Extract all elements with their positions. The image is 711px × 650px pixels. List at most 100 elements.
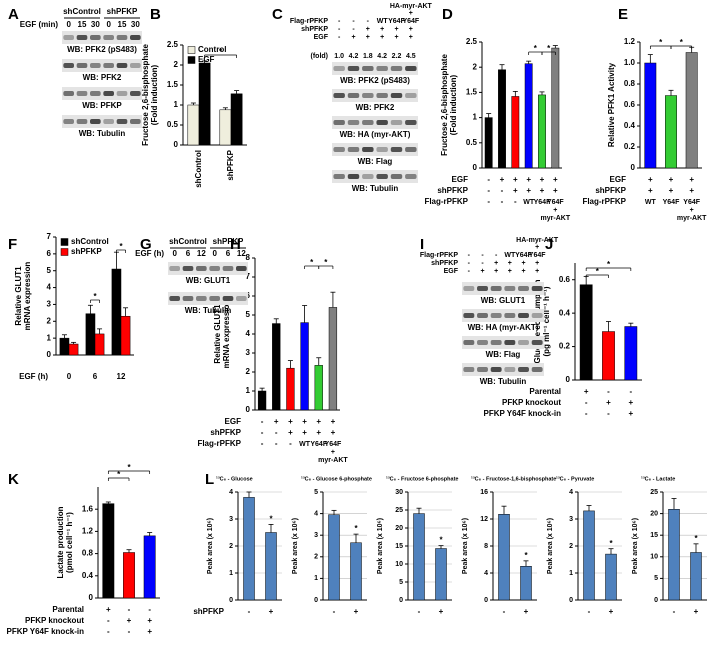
blot-band [333, 93, 345, 98]
blot-band [76, 119, 88, 124]
y-axis-label: (Fold induction) [150, 64, 159, 125]
blot-band [463, 367, 475, 372]
y-axis-label: (pg ml⁻¹ cell⁻¹ h⁻¹) [542, 286, 551, 356]
y-tick-label: 0.8 [624, 79, 636, 88]
bar [94, 333, 105, 356]
blot-band [130, 91, 141, 96]
condition-value: + [628, 398, 633, 407]
bar [484, 117, 493, 169]
y-tick-label: 0 [473, 163, 478, 172]
condition-value: - [514, 197, 517, 206]
blot-strip [462, 363, 544, 376]
bar [605, 553, 617, 601]
legend-swatch [187, 56, 196, 64]
bar [314, 365, 323, 411]
significance: * [439, 536, 443, 545]
row-value: + [508, 260, 512, 267]
panel-letter: J [545, 236, 553, 253]
group-label: shControl [169, 237, 207, 246]
panel-letter: D [442, 6, 453, 23]
y-tick-label: 12 [480, 516, 488, 523]
legend-label: EGF [198, 55, 215, 64]
blot-band [236, 296, 247, 301]
condition-value: - [128, 627, 131, 636]
bar [435, 548, 447, 601]
row-value: - [468, 268, 471, 275]
row-value: + [409, 26, 413, 33]
row-value: Y64F [388, 18, 405, 25]
blot-strip [62, 59, 142, 72]
fold-value: 1.0 [334, 53, 344, 60]
condition-value: + [526, 175, 531, 184]
blot-band [518, 286, 529, 291]
blot-band [130, 119, 141, 124]
x-tick-label: shPFKP [226, 149, 235, 180]
condition-value: + [584, 387, 589, 396]
y-tick-label: 1 [47, 333, 52, 342]
bar [498, 514, 510, 601]
condition-value: + [316, 417, 321, 426]
y-tick-label: 0 [47, 350, 52, 359]
blot-strip [168, 262, 248, 275]
blot-band [90, 63, 101, 68]
row-value: WT [504, 252, 516, 259]
bar [668, 509, 680, 601]
y-tick-label: 10 [395, 561, 403, 568]
blot-band [196, 296, 207, 301]
fold-value: 4.5 [406, 53, 416, 60]
row-value: - [352, 26, 355, 33]
panel-letter: A [8, 6, 19, 23]
y-tick-label: 3 [229, 516, 233, 523]
bar [624, 326, 638, 381]
y-tick-label: 4 [484, 570, 488, 577]
y-tick-label: 0 [399, 597, 403, 604]
bar [583, 510, 595, 601]
blot-label: WB: HA (myr-AKT) [468, 323, 539, 332]
bar [690, 552, 702, 601]
condition-value: - [629, 387, 632, 396]
bar [272, 323, 281, 411]
y-tick-label: 10 [650, 554, 658, 561]
x-tick-label: 0 [67, 372, 72, 381]
condition-value: + [690, 207, 694, 214]
condition-value: - [487, 197, 490, 206]
condition-label: PFKP Y64F knock-in [483, 409, 561, 418]
blot-band [76, 91, 88, 96]
legend-swatch [60, 248, 69, 256]
blot-label: WB: Flag [358, 157, 393, 166]
blot-band [347, 93, 360, 98]
y-tick-label: 0 [229, 597, 233, 604]
blot-band [182, 296, 194, 301]
bar [102, 503, 115, 599]
row-value: + [494, 260, 498, 267]
blot-strip [332, 170, 418, 183]
y-tick-label: 7 [47, 232, 52, 241]
fold-label: (fold) [311, 53, 329, 60]
row-label: Flag-rPFKP [420, 252, 458, 259]
y-tick-label: 8 [246, 253, 251, 262]
y-tick-label: 15 [650, 532, 658, 539]
blot-band [63, 119, 74, 124]
lane-value: 30 [91, 20, 100, 29]
bar [644, 62, 657, 169]
row-value: - [338, 26, 341, 33]
blot-label: WB: PFK2 (pS483) [340, 76, 410, 85]
condition-value: + [526, 186, 531, 195]
lane-value: 15 [118, 20, 127, 29]
y-tick-label: 0.6 [559, 275, 571, 284]
condition-value: + [540, 186, 545, 195]
row-value: - [367, 18, 370, 25]
blot-strip [62, 115, 142, 128]
condition-value: - [487, 175, 490, 184]
condition-value: + [524, 607, 529, 616]
condition-value: Y64F [534, 199, 551, 206]
y-tick-label: 1.2 [82, 527, 94, 536]
row-value: Y64F [402, 18, 419, 25]
y-tick-label: 0 [174, 140, 179, 149]
condition-label: Flag-rPFKP [197, 439, 241, 448]
y-axis-label: Peak area (x 10⁶) [377, 518, 384, 574]
lane-value: 15 [78, 20, 87, 29]
blot-strip [62, 31, 142, 44]
row-value: + [409, 34, 413, 41]
condition-value: + [669, 175, 674, 184]
